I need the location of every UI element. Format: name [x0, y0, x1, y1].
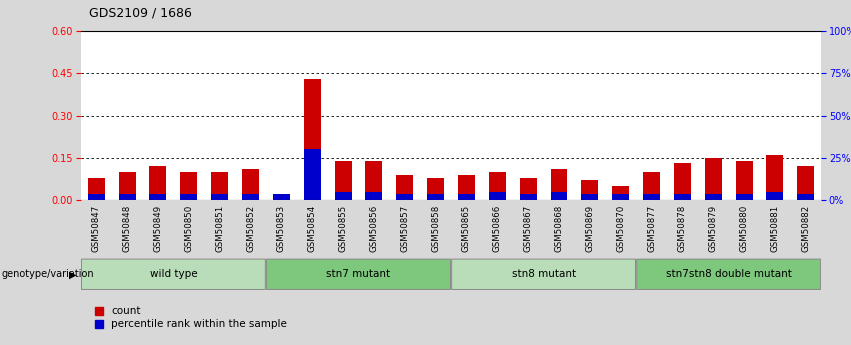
Bar	[88, 178, 105, 200]
Bar	[365, 161, 382, 200]
Bar	[304, 79, 321, 200]
Bar	[551, 191, 568, 200]
Text: GSM50852: GSM50852	[246, 205, 255, 252]
Text: genotype/variation: genotype/variation	[2, 269, 94, 279]
Text: ▶: ▶	[69, 269, 77, 279]
Text: GSM50848: GSM50848	[123, 205, 132, 252]
Text: GSM50866: GSM50866	[493, 205, 502, 252]
Bar	[520, 178, 537, 200]
Bar	[242, 195, 259, 200]
Bar	[612, 195, 629, 200]
Text: stn8 mutant: stn8 mutant	[511, 269, 575, 279]
Bar	[674, 195, 691, 200]
Text: stn7 mutant: stn7 mutant	[327, 269, 391, 279]
Text: GSM50858: GSM50858	[431, 205, 440, 252]
Text: GSM50879: GSM50879	[709, 205, 717, 252]
Bar	[520, 195, 537, 200]
FancyBboxPatch shape	[266, 259, 450, 289]
Text: GSM50870: GSM50870	[616, 205, 625, 252]
Text: GSM50880: GSM50880	[740, 205, 749, 252]
Bar	[273, 195, 290, 200]
Text: GSM50855: GSM50855	[339, 205, 347, 252]
Bar	[150, 166, 167, 200]
Text: GSM50878: GSM50878	[678, 205, 687, 252]
Bar	[427, 195, 444, 200]
Text: GSM50882: GSM50882	[802, 205, 810, 252]
Text: GSM50847: GSM50847	[92, 205, 100, 252]
Text: GSM50869: GSM50869	[585, 205, 594, 252]
Bar	[797, 166, 814, 200]
FancyBboxPatch shape	[637, 259, 820, 289]
Text: GSM50867: GSM50867	[523, 205, 533, 252]
Bar	[643, 195, 660, 200]
Text: GSM50881: GSM50881	[770, 205, 780, 252]
Bar	[150, 195, 167, 200]
Bar	[767, 155, 784, 200]
Bar	[705, 158, 722, 200]
FancyBboxPatch shape	[82, 259, 266, 289]
Bar	[551, 169, 568, 200]
Text: GSM50856: GSM50856	[369, 205, 379, 252]
Bar	[334, 191, 351, 200]
Bar	[242, 169, 259, 200]
Bar	[488, 172, 505, 200]
Bar	[211, 195, 228, 200]
Bar	[180, 172, 197, 200]
Bar	[180, 195, 197, 200]
Text: GSM50868: GSM50868	[555, 205, 563, 252]
Text: GSM50857: GSM50857	[400, 205, 409, 252]
Bar	[427, 178, 444, 200]
Bar	[488, 191, 505, 200]
Text: wild type: wild type	[150, 269, 197, 279]
Bar	[612, 186, 629, 200]
Bar	[397, 175, 414, 200]
Bar	[118, 195, 135, 200]
Bar	[211, 172, 228, 200]
Text: stn7stn8 double mutant: stn7stn8 double mutant	[665, 269, 791, 279]
Bar	[735, 161, 752, 200]
Bar	[304, 149, 321, 200]
Bar	[797, 195, 814, 200]
Bar	[705, 195, 722, 200]
Text: GSM50853: GSM50853	[277, 205, 286, 252]
Bar	[581, 195, 598, 200]
Legend: count, percentile rank within the sample: count, percentile rank within the sample	[94, 306, 287, 329]
Text: GSM50877: GSM50877	[647, 205, 656, 252]
Bar	[458, 195, 475, 200]
Text: GSM50865: GSM50865	[462, 205, 471, 252]
Text: GSM50850: GSM50850	[185, 205, 193, 252]
Bar	[643, 172, 660, 200]
Bar	[581, 180, 598, 200]
Bar	[397, 195, 414, 200]
Bar	[767, 191, 784, 200]
Text: GSM50854: GSM50854	[308, 205, 317, 252]
Bar	[88, 195, 105, 200]
Text: GSM50851: GSM50851	[215, 205, 224, 252]
Bar	[735, 195, 752, 200]
Bar	[674, 164, 691, 200]
Bar	[458, 175, 475, 200]
Bar	[118, 172, 135, 200]
Text: GSM50849: GSM50849	[153, 205, 163, 252]
FancyBboxPatch shape	[452, 259, 636, 289]
Bar	[334, 161, 351, 200]
Text: GDS2109 / 1686: GDS2109 / 1686	[89, 7, 192, 20]
Bar	[365, 191, 382, 200]
